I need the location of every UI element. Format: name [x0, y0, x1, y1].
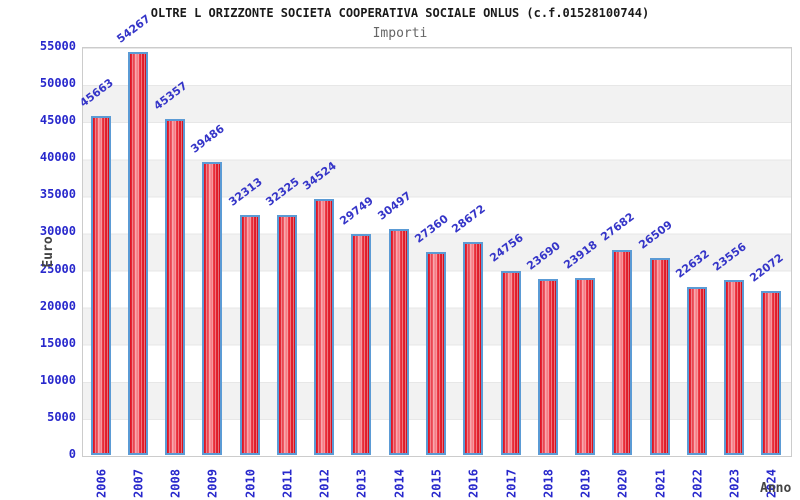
x-tick-label: 2012: [317, 469, 332, 498]
x-tick-label: 2007: [131, 469, 146, 498]
y-tick-label: 0: [68, 447, 76, 461]
x-tick-label: 2014: [392, 469, 407, 498]
y-tick-label: 25000: [39, 261, 76, 276]
x-tick-label: 2009: [205, 469, 220, 498]
x-tick-label: 2017: [504, 469, 519, 498]
x-tick-label: 2011: [280, 469, 295, 498]
x-tick-label: 2020: [615, 469, 630, 498]
x-tick-label: 2010: [243, 469, 258, 498]
x-tick-label: 2018: [541, 469, 556, 498]
x-tick-label: 2021: [653, 469, 668, 498]
x-tick-label: 2008: [168, 469, 183, 498]
x-tick-label: 2013: [354, 469, 369, 498]
y-tick-label: 45000: [39, 113, 76, 128]
chart-subtitle: Importi: [372, 26, 428, 41]
x-tick-label: 2006: [94, 469, 109, 498]
y-tick-label: 30000: [39, 224, 76, 239]
x-tick-label: 2023: [727, 469, 742, 498]
x-tick-label: 2015: [429, 469, 444, 498]
x-tick-label: 2019: [578, 469, 593, 498]
y-tick-label: 50000: [39, 76, 76, 91]
x-tick-label: 2022: [690, 469, 705, 498]
y-tick-label: 40000: [39, 150, 76, 165]
y-tick-label: 35000: [39, 187, 76, 202]
x-tick-label: 2016: [466, 469, 481, 498]
y-tick-label: 5000: [47, 409, 76, 424]
y-tick-label: 55000: [39, 39, 76, 53]
plot-area: [82, 47, 792, 457]
y-axis-title: Euro: [41, 236, 56, 268]
y-tick-label: 15000: [39, 335, 76, 350]
y-tick-label: 20000: [39, 298, 76, 313]
chart-title: OLTRE L ORIZZONTE SOCIETA COOPERATIVA SO…: [150, 6, 650, 20]
y-tick-label: 10000: [39, 372, 76, 387]
x-axis-title: Anno: [760, 481, 792, 496]
